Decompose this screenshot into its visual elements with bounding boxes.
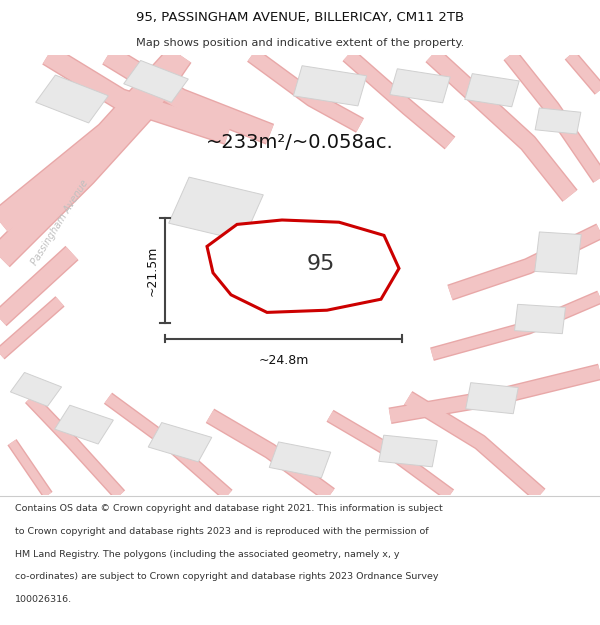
Polygon shape xyxy=(535,108,581,134)
Polygon shape xyxy=(124,61,188,102)
Text: to Crown copyright and database rights 2023 and is reproduced with the permissio: to Crown copyright and database rights 2… xyxy=(15,527,428,536)
Polygon shape xyxy=(148,422,212,462)
Polygon shape xyxy=(207,220,399,312)
Text: 100026316.: 100026316. xyxy=(15,595,72,604)
Text: Contains OS data © Crown copyright and database right 2021. This information is : Contains OS data © Crown copyright and d… xyxy=(15,504,443,513)
Text: 95: 95 xyxy=(307,254,335,274)
Text: Passingham Avenue: Passingham Avenue xyxy=(29,177,91,267)
Text: ~233m²/~0.058ac.: ~233m²/~0.058ac. xyxy=(206,134,394,152)
Polygon shape xyxy=(35,75,109,123)
Polygon shape xyxy=(169,177,263,241)
Polygon shape xyxy=(293,66,367,106)
Text: Map shows position and indicative extent of the property.: Map shows position and indicative extent… xyxy=(136,39,464,49)
Polygon shape xyxy=(466,382,518,414)
Polygon shape xyxy=(55,405,113,444)
Polygon shape xyxy=(10,372,62,406)
Text: 95, PASSINGHAM AVENUE, BILLERICAY, CM11 2TB: 95, PASSINGHAM AVENUE, BILLERICAY, CM11 … xyxy=(136,11,464,24)
Polygon shape xyxy=(269,442,331,478)
Text: ~24.8m: ~24.8m xyxy=(259,354,308,367)
Text: co-ordinates) are subject to Crown copyright and database rights 2023 Ordnance S: co-ordinates) are subject to Crown copyr… xyxy=(15,572,439,581)
Polygon shape xyxy=(535,232,581,274)
Text: HM Land Registry. The polygons (including the associated geometry, namely x, y: HM Land Registry. The polygons (includin… xyxy=(15,549,400,559)
Polygon shape xyxy=(465,74,519,107)
Polygon shape xyxy=(379,435,437,467)
Text: ~21.5m: ~21.5m xyxy=(145,246,158,296)
Polygon shape xyxy=(390,69,450,103)
Polygon shape xyxy=(515,304,565,334)
